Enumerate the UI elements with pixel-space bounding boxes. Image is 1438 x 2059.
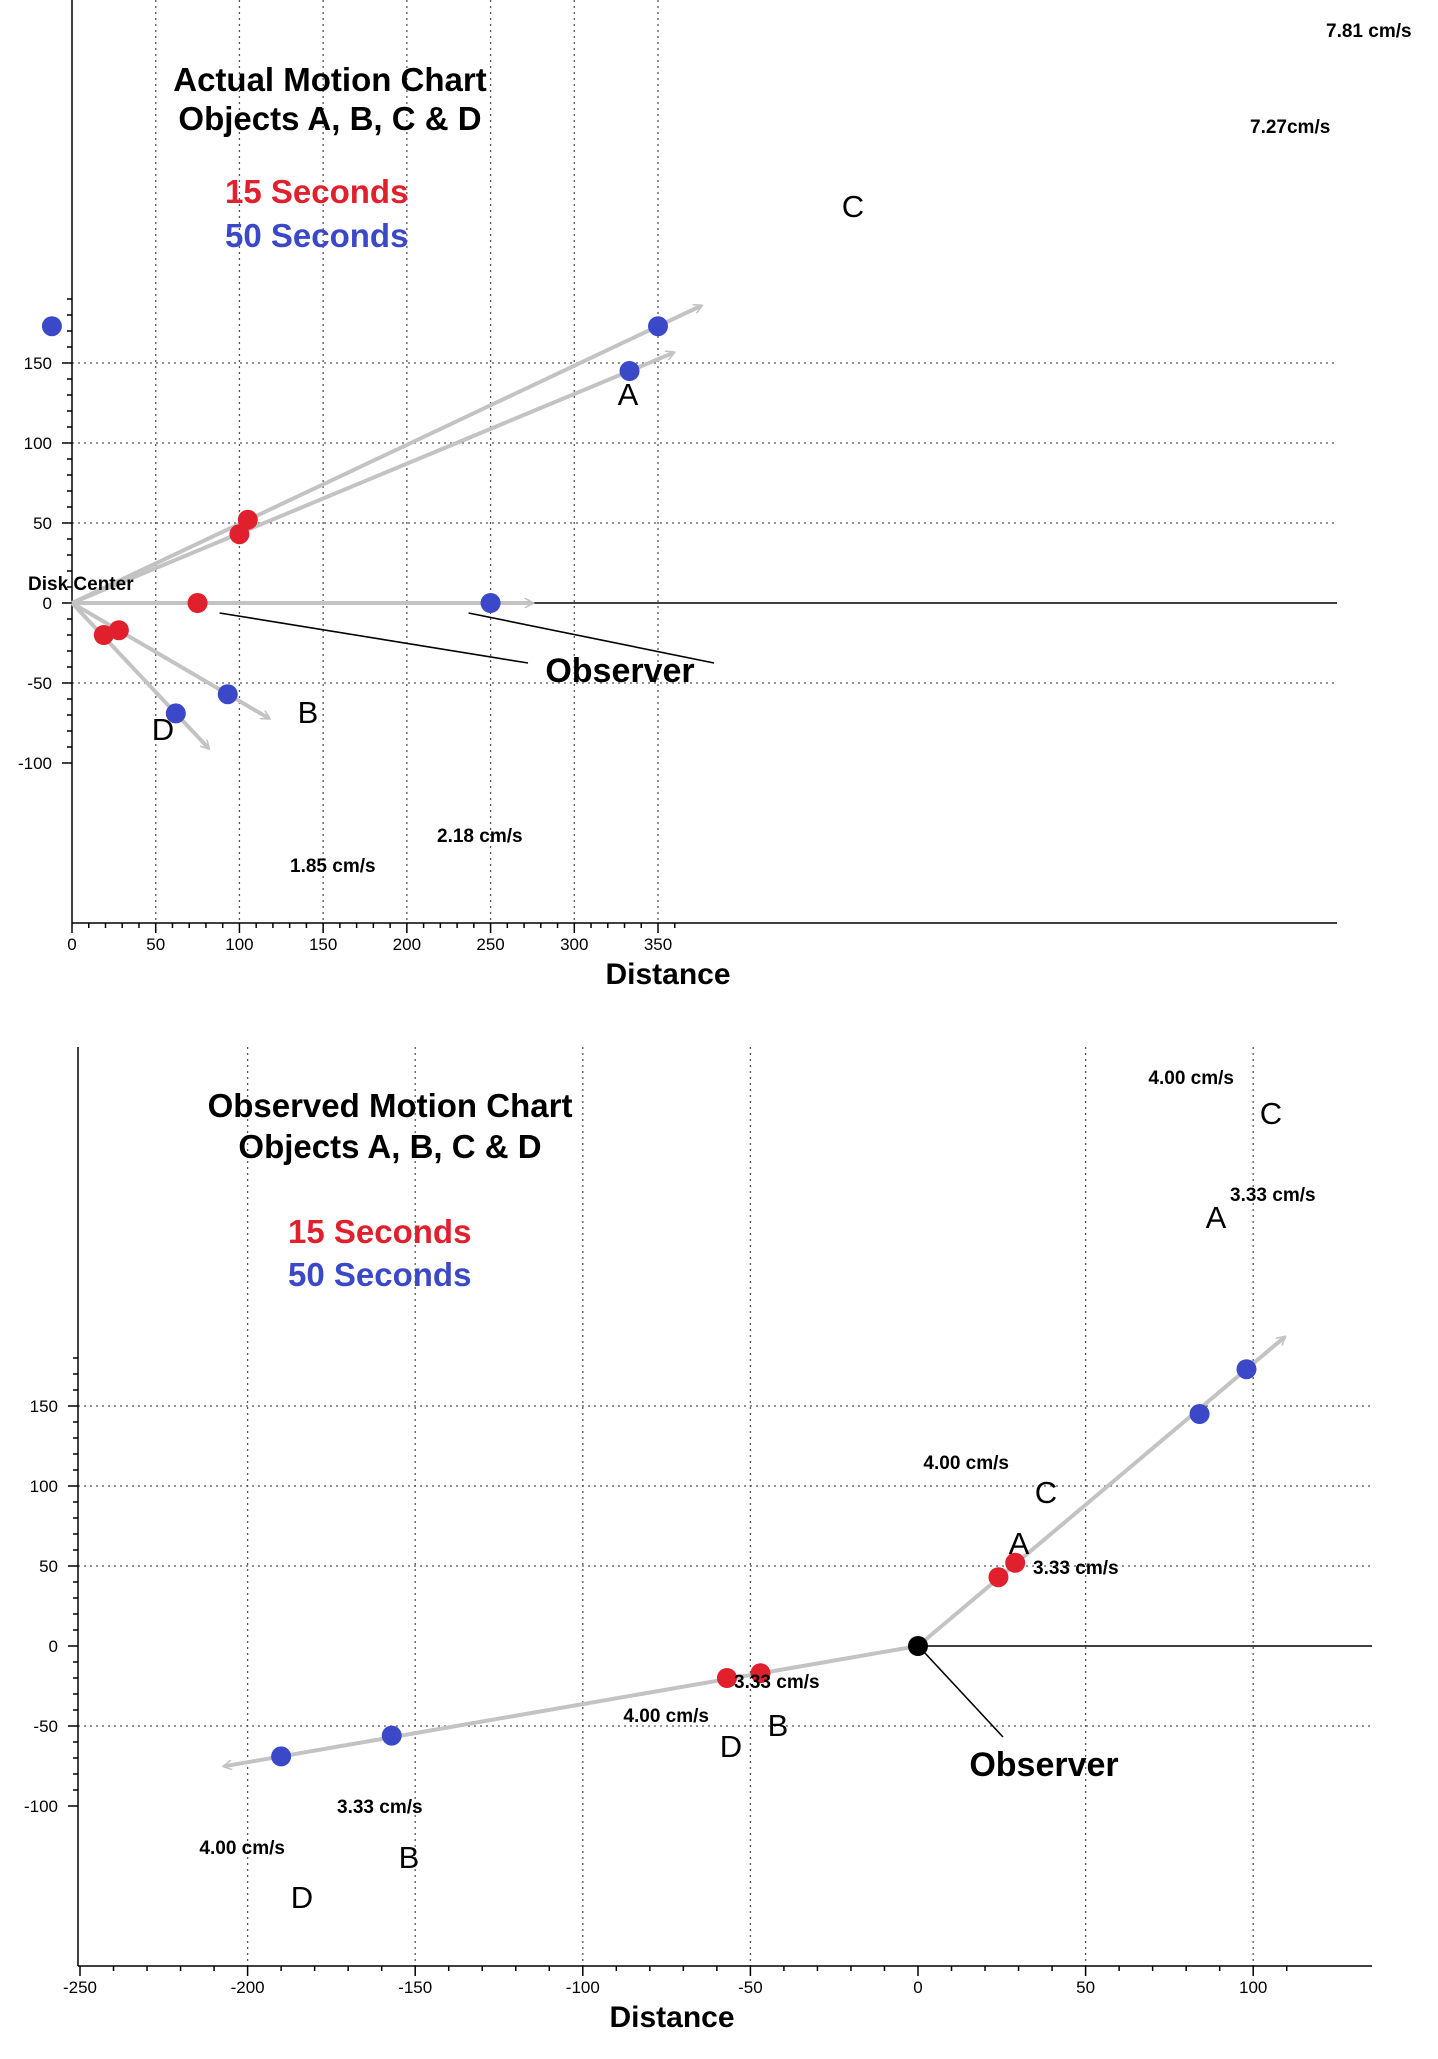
x-axis-label: Distance (605, 958, 730, 991)
chart-title-line-1: Observed Motion Chart (208, 1087, 573, 1124)
object-label-a: A (618, 377, 639, 412)
x-tick-label: -150 (398, 1978, 432, 1997)
chart-title-line-2: Objects A, B, C & D (238, 1128, 541, 1165)
point-50s-b (381, 1725, 402, 1746)
speed-label-a: 7.27cm/s (1250, 117, 1330, 138)
x-tick-label: 50 (1076, 1978, 1095, 1997)
y-tick-label: 0 (49, 1637, 58, 1656)
point-50s-c (1236, 1359, 1257, 1380)
point-50s-a (1189, 1404, 1210, 1424)
y-tick-label: 50 (33, 514, 52, 533)
legend-50-seconds: 50 Seconds (225, 217, 408, 254)
x-tick-label: -50 (738, 1978, 763, 1997)
x-tick-label: 300 (560, 935, 588, 954)
x-tick-label: 50 (146, 935, 165, 954)
x-tick-label: -200 (231, 1978, 265, 1997)
observer-point-50s (480, 593, 501, 613)
x-tick-label: 150 (309, 935, 337, 954)
object-label-50s-a: A (1206, 1200, 1227, 1235)
observer-pointer-line (923, 1651, 1004, 1738)
object-label-50s-d: D (291, 1880, 313, 1915)
observer-label: Observer (545, 652, 694, 690)
x-tick-label: -100 (566, 1978, 600, 1997)
chart-title-line-1: Actual Motion Chart (173, 61, 486, 98)
point-50s-c (648, 316, 669, 337)
object-label-b: B (298, 695, 319, 730)
y-tick-label: 150 (30, 1397, 58, 1416)
point-15s-c (237, 509, 258, 530)
point-15s-a (988, 1567, 1009, 1588)
speed-label-15s-a: 3.33 cm/s (1033, 1558, 1119, 1579)
object-label-15s-a: A (1009, 1526, 1030, 1561)
point-15s-d (716, 1668, 737, 1688)
speed-label-b: 2.18 cm/s (437, 826, 523, 847)
object-label-50s-b: B (399, 1840, 420, 1875)
y-tick-label: 50 (39, 1557, 58, 1576)
point-50s-b (217, 684, 238, 705)
legend-15-seconds: 15 Seconds (288, 1213, 471, 1250)
chart-title-line-2: Objects A, B, C & D (178, 100, 481, 137)
y-tick-label: 100 (30, 1477, 58, 1496)
point-15s-c (1005, 1552, 1026, 1573)
y-tick-label: -50 (33, 1717, 58, 1736)
point-15s-b (750, 1663, 771, 1684)
speed-label-50s-b: 3.33 cm/s (337, 1797, 423, 1818)
observer-point (908, 1636, 928, 1656)
point-50s-d (271, 1746, 292, 1767)
observer-point-15s (187, 593, 208, 613)
x-tick-label: 0 (913, 1978, 922, 1997)
observed-motion-chart: -250 -200 -150 -100 -50 0 50 100 -100 -50 0 50 100 15… (24, 1047, 1372, 2034)
y-tick-label: 150 (24, 354, 52, 373)
speed-label-15s-d: 4.00 cm/s (623, 1706, 709, 1727)
stray-point (41, 316, 62, 337)
y-tick-label: -50 (27, 674, 52, 693)
object-label-50s-c: C (1260, 1096, 1282, 1131)
object-label-15s-c: C (1035, 1475, 1057, 1510)
observed-trajectory-down (224, 1644, 919, 1766)
x-tick-label: 200 (393, 935, 421, 954)
speed-label-d: 1.85 cm/s (290, 856, 376, 877)
object-label-c: C (842, 189, 864, 224)
speed-label-15s-c: 4.00 cm/s (923, 1453, 1009, 1474)
motion-arrow-d (70, 601, 209, 748)
observed-trajectory-up (916, 1337, 1285, 1648)
speed-label-50s-a: 3.33 cm/s (1230, 1185, 1316, 1206)
actual-motion-chart: 0 50 100 150 200 250 300 350 -100 -50 0 50 100 150 Dis… (18, 0, 1412, 991)
y-tick-label: -100 (18, 754, 52, 773)
legend-50-seconds: 50 Seconds (288, 1256, 471, 1293)
observer-label: Observer (969, 1746, 1118, 1784)
point-50s-d (165, 703, 186, 724)
observer-pointer-line (219, 612, 529, 664)
x-axis-label: Distance (609, 2001, 734, 2034)
point-15s-b (108, 620, 129, 641)
motion-arrow-c (71, 306, 701, 605)
y-tick-label: -100 (24, 1797, 58, 1816)
speed-label-50s-d: 4.00 cm/s (199, 1838, 285, 1859)
observer-pointer-line (468, 612, 715, 664)
motion-arrow-a (71, 353, 674, 605)
x-tick-label: 100 (1239, 1978, 1267, 1997)
disk-center-label: Disk Center (28, 574, 134, 595)
point-50s-a (619, 361, 640, 381)
y-tick-label: 100 (24, 434, 52, 453)
point-15s-d (93, 625, 114, 645)
speed-label-c: 7.81 cm/s (1326, 21, 1412, 42)
y-tick-label: 0 (43, 594, 52, 613)
x-tick-label: 0 (67, 935, 76, 954)
object-label-15s-d: D (720, 1729, 742, 1764)
x-tick-label: 100 (225, 935, 253, 954)
speed-label-50s-c: 4.00 cm/s (1148, 1068, 1234, 1089)
legend-15-seconds: 15 Seconds (225, 173, 408, 210)
speed-label-15s-b: 3.33 cm/s (734, 1672, 820, 1693)
x-tick-label: -250 (63, 1978, 97, 1997)
object-label-15s-b: B (768, 1708, 789, 1743)
x-tick-label: 350 (644, 935, 672, 954)
x-tick-label: 250 (476, 935, 504, 954)
object-label-d: D (152, 712, 174, 747)
